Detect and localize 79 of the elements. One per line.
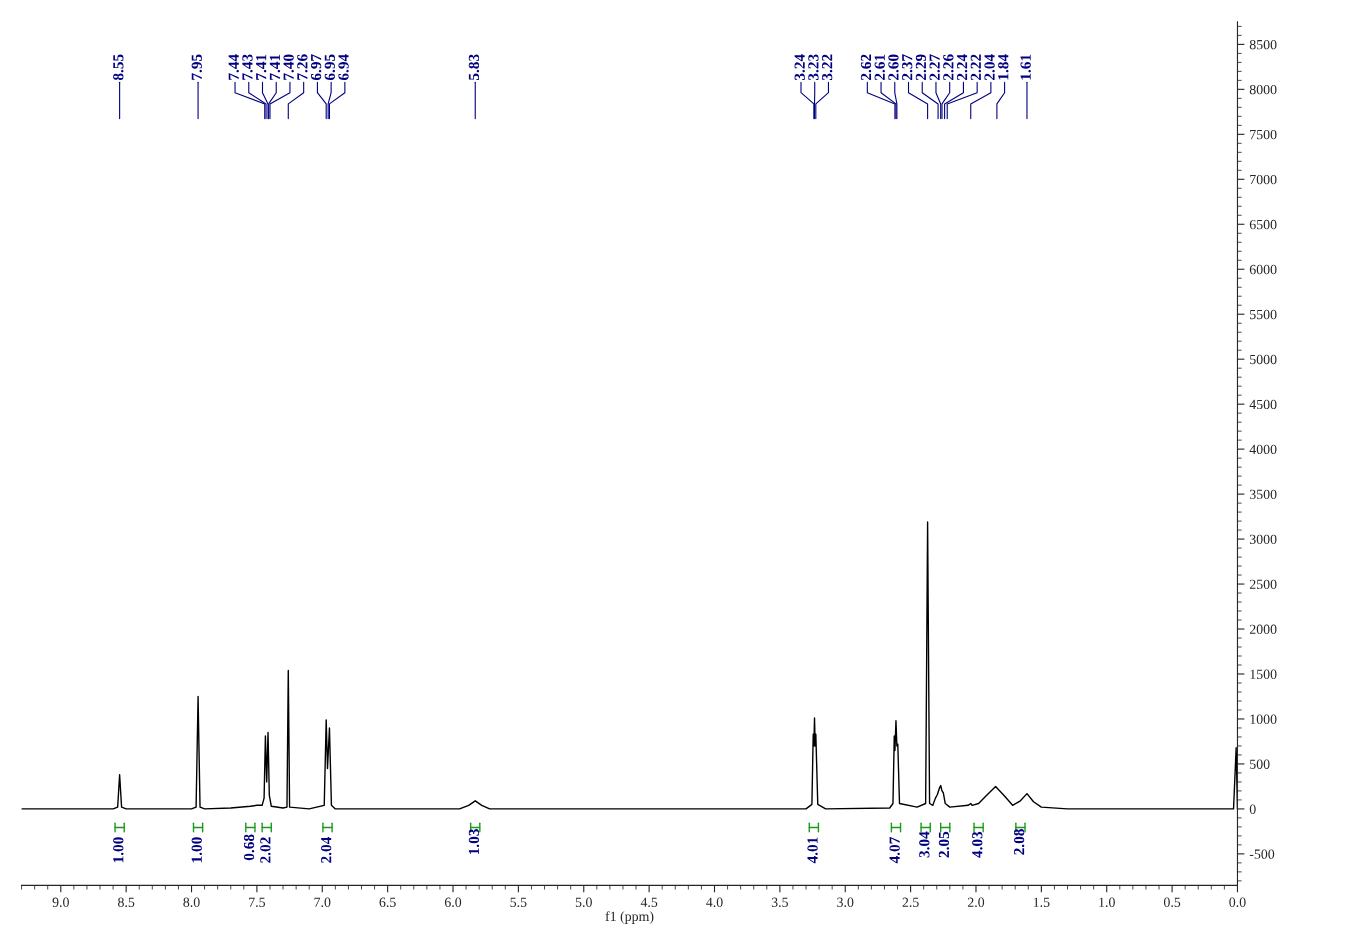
annotation: 2.29 [915,54,927,80]
annotation: 1.00 [191,837,202,863]
x-tick-label: 3.0 [837,897,854,907]
y-tick-label: 500 [1250,759,1270,769]
x-tick-label: 8.0 [183,897,200,907]
x-tick-label: 0.5 [1163,897,1181,907]
y-tick-label: 6000 [1249,264,1277,275]
annotation: 2.04 [321,836,332,863]
annotation: 7.44 [228,54,239,80]
y-tick-label: 5500 [1250,309,1277,320]
annotation: 7.95 [191,54,202,80]
y-tick-label: 4500 [1249,399,1277,410]
annotation: 2.24 [956,54,968,80]
annotation: 4.01 [807,837,818,864]
y-tick-label: -500 [1249,849,1275,859]
annotation: 2.62 [860,54,872,80]
annotation: 2.27 [929,54,940,80]
annotation: 2.60 [888,54,899,80]
x-tick-label: 7.5 [249,897,266,907]
annotation: 3.04 [919,831,930,858]
annotation: 7.40 [283,54,294,80]
annotation: 1.84 [998,54,1009,80]
annotation: 2.37 [902,54,913,80]
x-tick-label: 1.0 [1099,897,1115,907]
annotation: 6.94 [338,54,349,81]
annotation: 1.61 [1020,54,1031,80]
x-tick-label: 8.5 [118,897,135,907]
x-tick-label: 6.5 [379,897,396,907]
annotation: 2.05 [938,831,950,858]
annotation: 4.03 [972,831,983,858]
annotation: 3.23 [808,54,819,81]
annotation: 3.22 [822,54,833,81]
y-tick-label: 1500 [1250,669,1277,679]
annotation: 4.07 [889,837,900,864]
y-tick-label: 7500 [1250,129,1277,140]
annotation: 7.43 [242,54,253,80]
x-tick-label: 5.0 [575,897,592,907]
x-tick-label: 2.0 [967,897,985,907]
y-tick-label: 3500 [1249,489,1277,500]
y-tick-label: 5000 [1250,354,1277,365]
x-tick-label: 4.5 [640,897,658,907]
annotation: 0.68 [243,834,255,861]
x-tick-label: 7.0 [314,897,331,907]
x-tick-label: 4.0 [706,897,723,907]
annotation: 1.03 [468,829,480,855]
y-tick-label: 4000 [1249,444,1277,455]
annotation: 6.95 [324,54,336,81]
annotation: 2.61 [874,54,885,80]
x-tick-label: 5.5 [510,897,527,907]
y-tick-label: 0 [1249,804,1256,814]
x-tick-label: 3.5 [771,897,789,907]
annotation: 7.41 [269,54,281,80]
annotation: 2.04 [984,54,995,80]
line-series [21,521,1238,810]
y-tick-label: 7000 [1250,174,1277,185]
annotation: 1.00 [113,837,124,863]
annotation: 6.97 [310,54,322,81]
annotation: 5.83 [468,54,480,80]
y-tick-label: 8000 [1249,84,1277,95]
annotation: 2.22 [970,54,982,80]
annotation: 8.55 [113,54,124,81]
y-tick-label: 6500 [1249,219,1277,230]
x-tick-label: 6.0 [444,897,462,907]
y-tick-label: 8500 [1249,39,1277,50]
x-axis-title: f1 (ppm) [605,911,654,924]
annotation: 7.41 [256,54,267,80]
x-tick-label: 9.0 [52,897,69,907]
x-tick-label: 2.5 [902,897,919,907]
annotation: 7.26 [297,54,308,80]
annotation: 3.24 [794,54,805,81]
x-tick-label: 0.0 [1229,897,1246,907]
annotation: 2.26 [943,54,954,80]
y-tick-label: 3000 [1249,534,1277,545]
annotation: 2.02 [260,837,271,863]
annotation: 2.08 [1013,829,1025,855]
x-tick-label: 1.5 [1033,897,1050,907]
y-tick-label: 2500 [1249,579,1277,589]
y-tick-label: 2000 [1249,624,1277,634]
y-tick-label: 1000 [1250,714,1277,724]
